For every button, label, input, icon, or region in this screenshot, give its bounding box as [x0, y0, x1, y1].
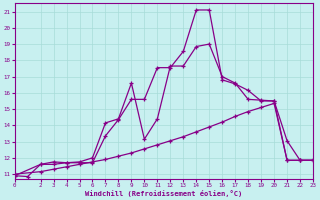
X-axis label: Windchill (Refroidissement éolien,°C): Windchill (Refroidissement éolien,°C): [85, 190, 243, 197]
